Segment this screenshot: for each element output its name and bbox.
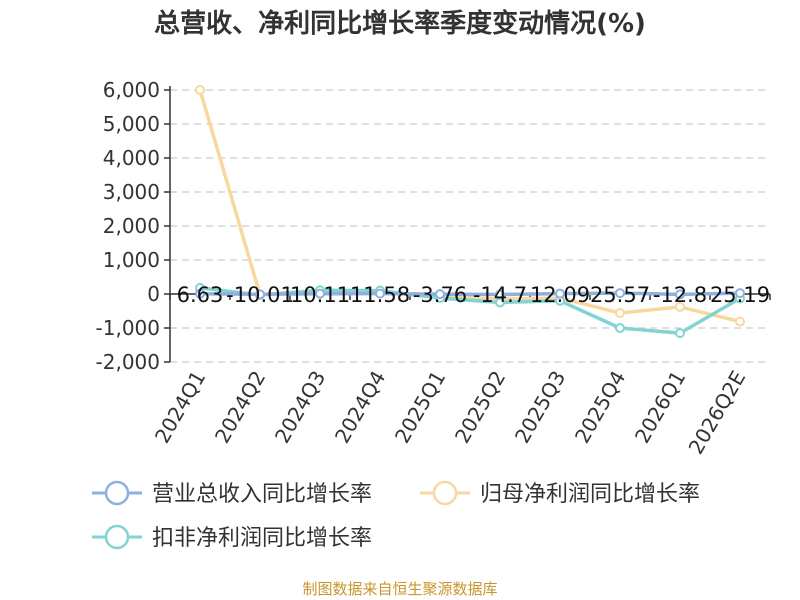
y-tick-label: 4,000 [103, 146, 160, 170]
y-axis: 6,000 5,000 4,000 3,000 2,000 1,000 0 -1,000 -2,… [96, 78, 171, 374]
data-label: 6.63 [177, 283, 224, 307]
data-point [435, 289, 445, 300]
x-tick-label: 2024Q4 [330, 367, 390, 448]
data-point [315, 288, 325, 299]
legend-marker [104, 480, 130, 506]
data-point [555, 288, 565, 299]
y-tick-label: -2,000 [96, 350, 160, 374]
data-label: 25.19 [710, 283, 770, 307]
data-point [675, 289, 685, 300]
data-point [615, 308, 625, 319]
x-tick-label: 2024Q2 [210, 367, 270, 448]
y-tick-label: 0 [147, 282, 160, 306]
data-label: 25.57 [590, 283, 650, 307]
legend-label: 归母净利润同比增长率 [480, 482, 700, 507]
data-point [615, 323, 625, 333]
legend-marker [104, 524, 130, 550]
y-tick-label: -1,000 [96, 316, 160, 340]
data-point [675, 328, 685, 339]
x-tick-label: 2025Q1 [390, 367, 450, 448]
grid [170, 89, 770, 363]
data-point [195, 288, 205, 299]
x-tick-label: 2024Q1 [150, 367, 210, 448]
x-tick-label: 2024Q3 [270, 367, 330, 448]
data-point [735, 316, 745, 327]
data-label: -3.76 [413, 283, 467, 307]
series-line [199, 291, 741, 297]
series-layer [195, 85, 745, 339]
y-tick-label: 2,000 [103, 214, 160, 238]
x-tick-label: 2026Q2E [684, 367, 751, 459]
y-tick-label: 3,000 [103, 180, 160, 204]
y-tick-label: 5,000 [103, 112, 160, 136]
source-note: 制图数据来自恒生聚源数据库 [302, 580, 497, 598]
x-tick-label: 2025Q2 [450, 367, 510, 448]
data-label: 12.09 [530, 283, 590, 307]
data-point [255, 289, 265, 300]
legend-marker [432, 480, 458, 506]
y-tick-label: 1,000 [103, 248, 160, 272]
data-point [495, 289, 505, 300]
data-label: -14.7 [473, 283, 527, 307]
x-tick-label: 2025Q3 [510, 367, 570, 448]
chart-title: 总营收、净利同比增长率季度变动情况(%) [154, 8, 646, 39]
data-point [375, 288, 385, 299]
data-label: -10.01 [226, 283, 294, 307]
data-point [615, 288, 625, 299]
legend-label: 营业总收入同比增长率 [152, 482, 372, 507]
data-point [735, 288, 745, 299]
x-tick-label: 2026Q1 [630, 367, 690, 448]
x-tick-label: 2025Q4 [570, 367, 630, 448]
data-label: 11.58 [350, 283, 410, 307]
data-label: 10.11 [290, 283, 350, 307]
data-label: -12.8 [653, 283, 707, 307]
data-point [675, 301, 685, 312]
y-tick-label: 6,000 [103, 78, 160, 102]
data-point [195, 85, 205, 95]
x-axis: 2024Q1 2024Q2 2024Q3 2024Q4 2025Q1 2025Q2 2025… [150, 293, 771, 459]
legend-label: 扣非净利润同比增长率 [152, 526, 372, 551]
